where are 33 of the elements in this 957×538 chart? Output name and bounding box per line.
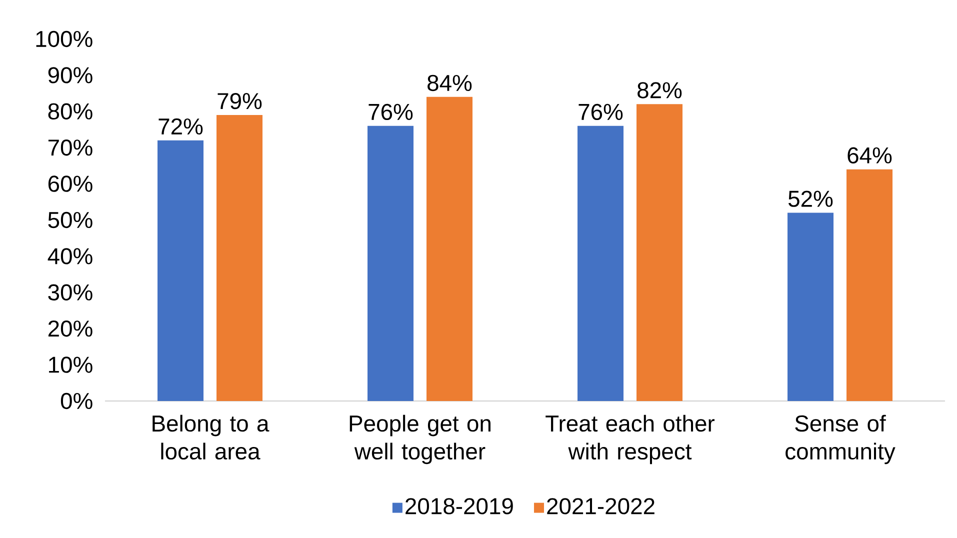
bar — [368, 126, 414, 401]
bar — [158, 140, 204, 401]
bar — [578, 126, 624, 401]
y-tick-label: 50% — [48, 212, 92, 228]
y-tick-label: 40% — [48, 248, 92, 264]
y-tick-label: 100% — [36, 30, 92, 48]
y-tick-label: 80% — [48, 103, 92, 120]
data-label: 82% — [638, 82, 682, 98]
x-tick-label: Treat each other with respect — [546, 414, 715, 464]
bar — [216, 115, 262, 401]
bar — [846, 169, 893, 401]
legend-label: 2021-2022 — [547, 498, 654, 514]
data-label: 64% — [848, 147, 892, 164]
y-tick-label: 20% — [48, 320, 92, 337]
bar — [788, 212, 834, 401]
y-tick-label: 70% — [48, 139, 92, 156]
y-tick-label: 90% — [48, 67, 92, 84]
y-tick-label: 10% — [49, 356, 92, 373]
data-label: 84% — [428, 74, 472, 92]
y-tick-label: 60% — [48, 176, 92, 192]
data-label: 72% — [158, 118, 203, 135]
bar — [636, 104, 683, 401]
data-label: 52% — [788, 190, 833, 207]
x-tick-label: Belong to a local area — [152, 414, 270, 460]
data-label: 79% — [218, 92, 262, 110]
x-tick-label: Sense of community — [786, 414, 896, 464]
bar — [426, 96, 473, 401]
y-tick-label: 30% — [48, 284, 92, 301]
y-tick-label: 0% — [60, 392, 92, 410]
x-tick-label: People get on well together — [350, 414, 490, 464]
data-label: 76% — [368, 104, 413, 120]
legend-label: 2018-2019 — [406, 498, 513, 514]
data-label: 76% — [578, 104, 623, 120]
